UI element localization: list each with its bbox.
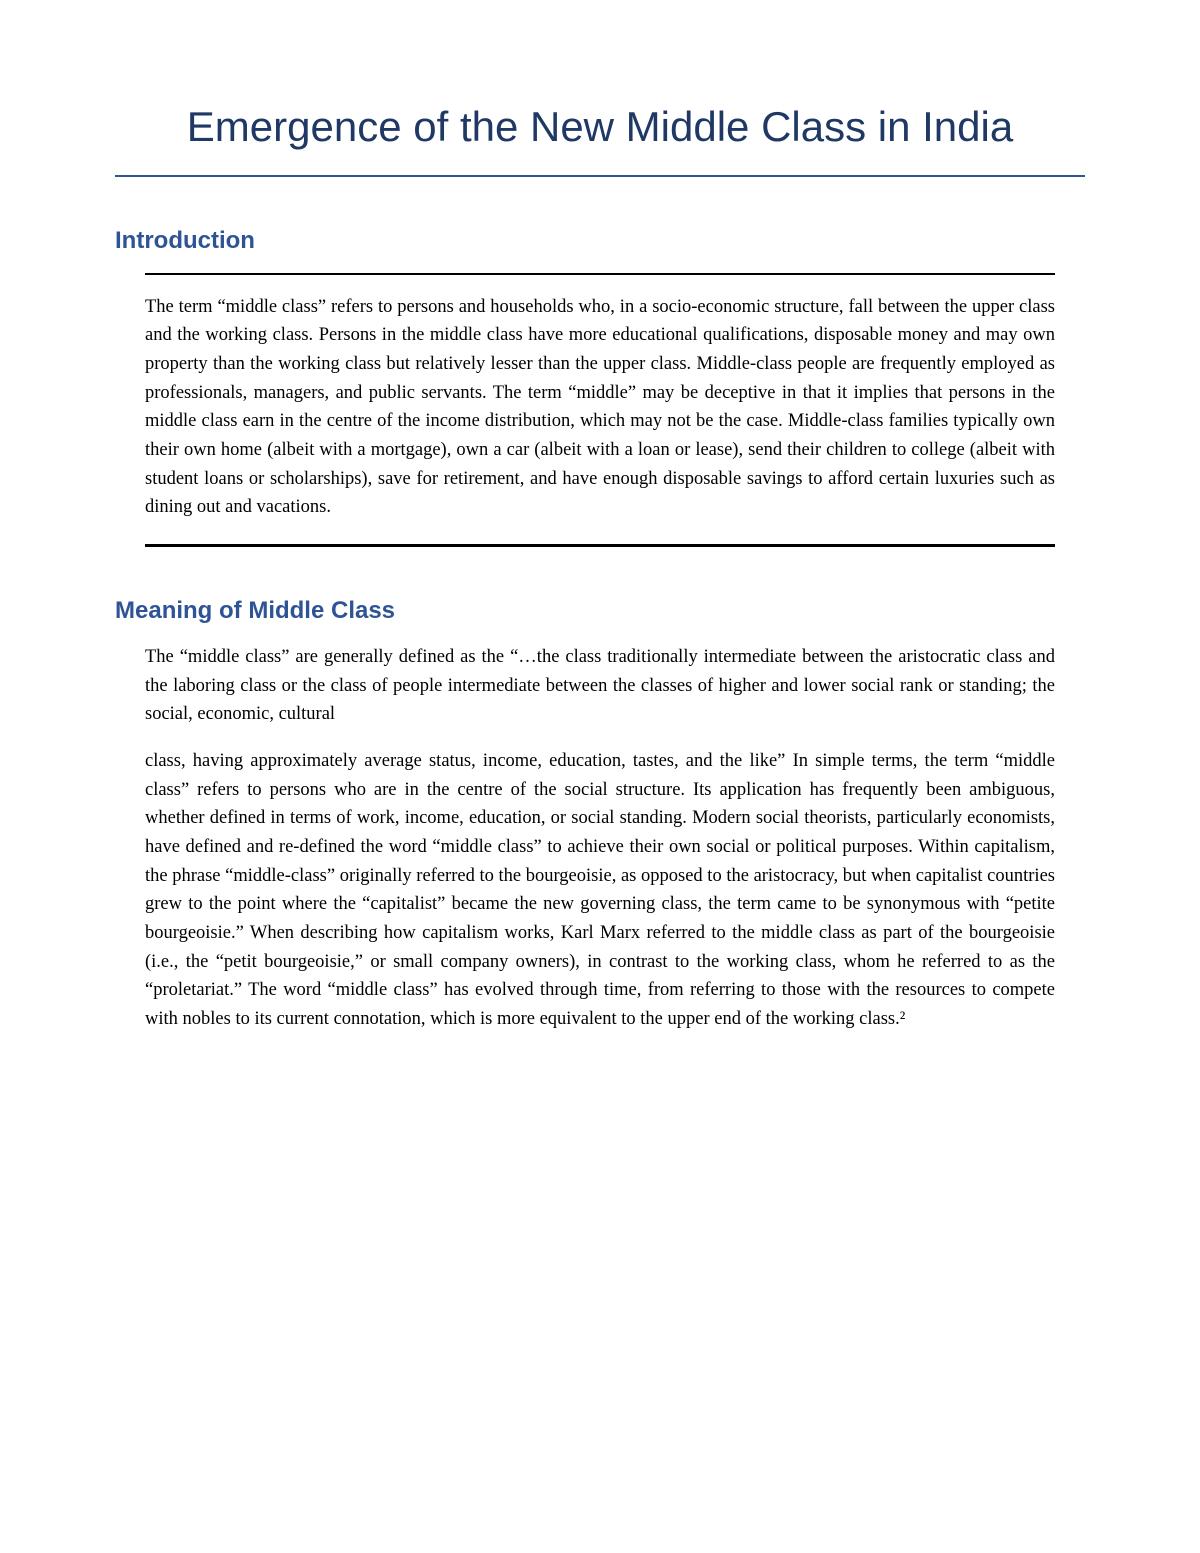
section-heading-meaning: Meaning of Middle Class bbox=[115, 597, 1085, 625]
meaning-paragraph-1: The “middle class” are generally defined… bbox=[145, 643, 1055, 729]
meaning-container: The “middle class” are generally defined… bbox=[115, 643, 1085, 1034]
introduction-paragraph: The term “middle class” refers to person… bbox=[145, 293, 1055, 522]
document-title: Emergence of the New Middle Class in Ind… bbox=[115, 100, 1085, 177]
introduction-block: The term “middle class” refers to person… bbox=[145, 273, 1055, 547]
meaning-paragraph-2: class, having approximately average stat… bbox=[145, 747, 1055, 1034]
section-heading-introduction: Introduction bbox=[115, 227, 1085, 255]
introduction-container: The term “middle class” refers to person… bbox=[115, 273, 1085, 547]
